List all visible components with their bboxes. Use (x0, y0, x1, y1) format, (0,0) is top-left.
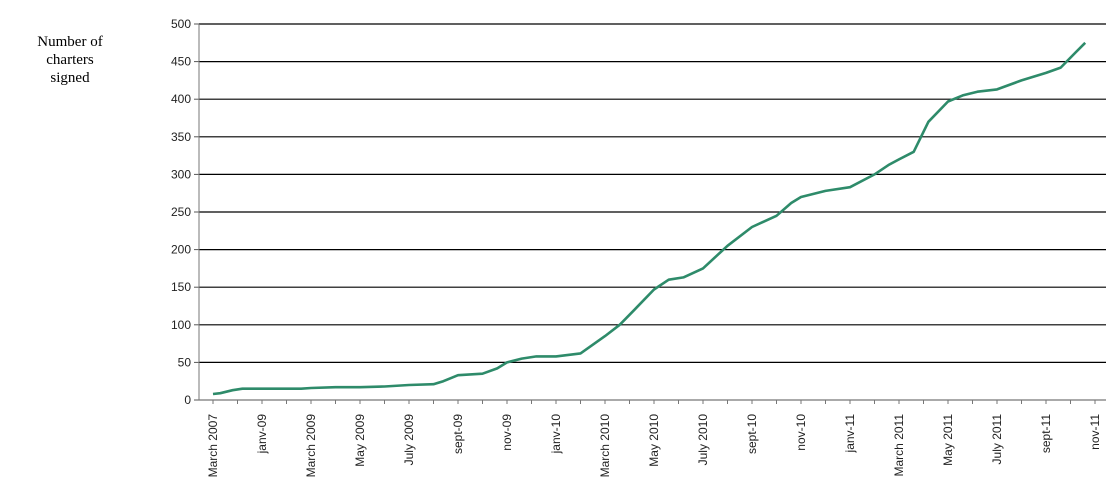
x-tick-label: July 2011 (990, 414, 1004, 465)
y-tick-label: 200 (171, 243, 191, 257)
y-tick-label: 100 (171, 318, 191, 332)
series-line (212, 41, 1087, 396)
x-tick-label: sept-09 (451, 414, 465, 454)
x-tick-label: July 2010 (696, 414, 710, 466)
x-tick-label: sept-10 (745, 414, 759, 454)
y-tick-label: 150 (171, 280, 191, 294)
y-tick-label: 300 (171, 167, 191, 181)
x-tick-label: janv-09 (255, 414, 269, 455)
x-tick-label: March 2009 (304, 414, 318, 478)
x-tick-label: May 2009 (353, 414, 367, 467)
x-tick-label: nov-11 (1088, 414, 1102, 450)
x-tick-label: March 2011 (892, 414, 906, 477)
y-axis-label: Number of charters signed (37, 34, 103, 86)
y-tick-label: 50 (178, 355, 192, 369)
y-tick-label: 450 (171, 55, 191, 69)
x-tick-label: March 2007 (206, 414, 220, 478)
y-tick-label: 350 (171, 130, 191, 144)
x-tick-label: nov-09 (500, 414, 514, 451)
x-tick-label: janv-10 (549, 414, 563, 455)
y-tick-label: 400 (171, 92, 191, 106)
x-tick-label: May 2010 (647, 414, 661, 467)
x-tick-label: March 2010 (598, 414, 612, 478)
x-tick-label: July 2009 (402, 414, 416, 466)
x-tick-label: sept-11 (1039, 414, 1053, 453)
y-tick-label: 250 (171, 205, 191, 219)
x-tick-label: May 2011 (941, 414, 955, 466)
y-tick-label: 500 (171, 17, 191, 31)
x-tick-label: janv-11 (843, 414, 857, 454)
x-tick-label: nov-10 (794, 414, 808, 451)
y-tick-label: 0 (184, 393, 191, 407)
